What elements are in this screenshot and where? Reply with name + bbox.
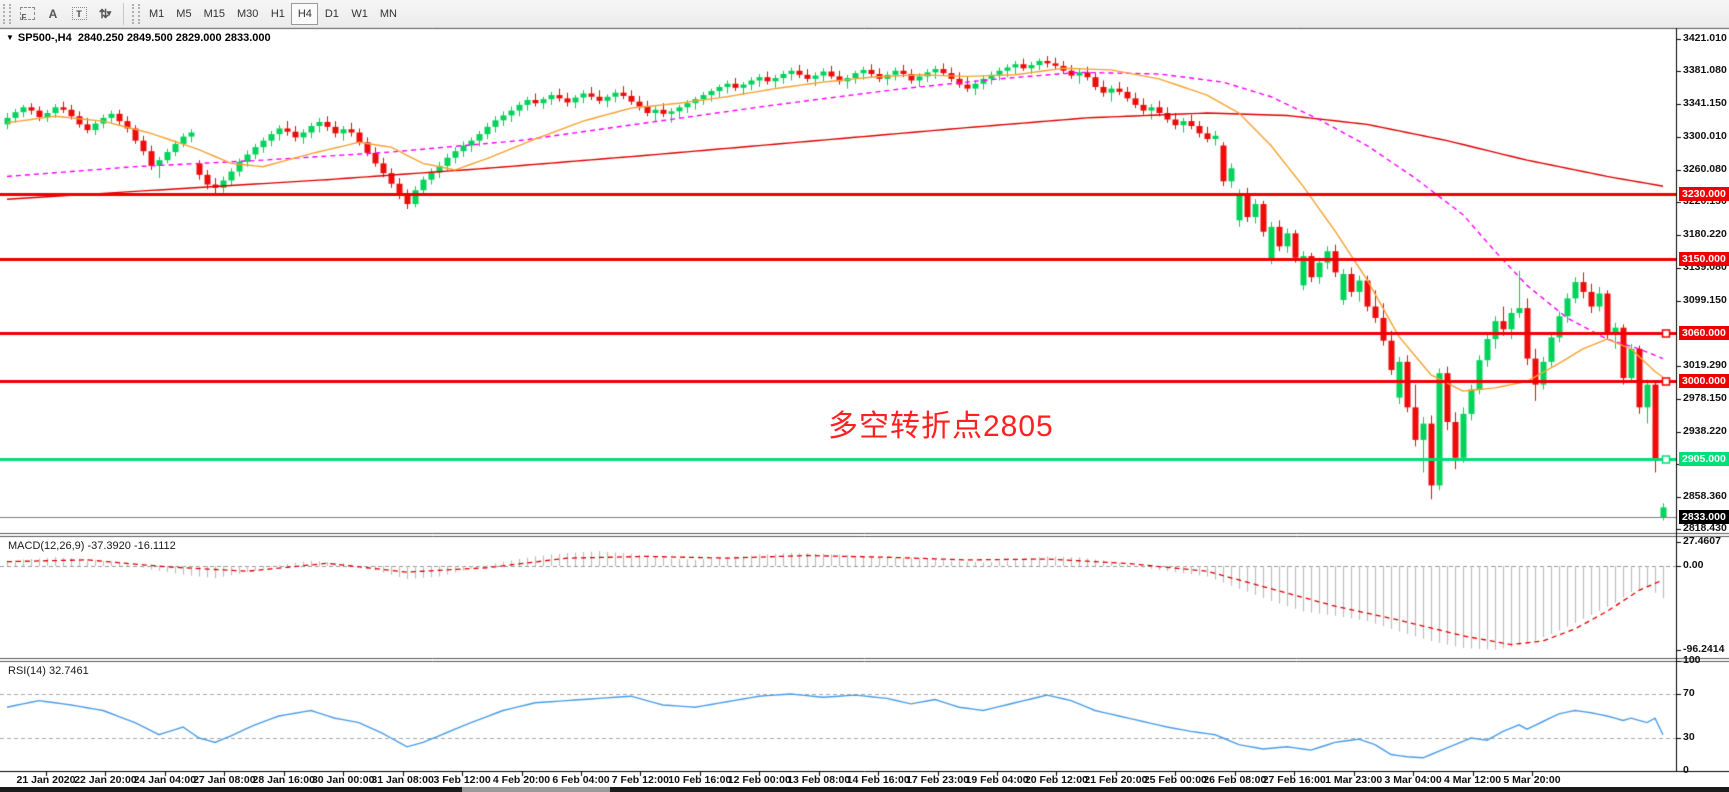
- ohlc-close: 2833.000: [224, 32, 271, 44]
- timeframe-button-M15[interactable]: M15: [203, 7, 225, 20]
- font-icon[interactable]: A: [48, 6, 58, 21]
- time-tick-label: 24 Jan 04:00: [133, 774, 197, 786]
- time-tick-label: 1 Mar 23:00: [1325, 774, 1383, 786]
- time-tick-label: 5 Mar 20:00: [1503, 774, 1561, 786]
- timeframe-button-D1[interactable]: D1: [324, 7, 339, 20]
- price-tick-label: 3099.150: [1683, 294, 1727, 306]
- price-tick-label: 2938.220: [1683, 425, 1727, 437]
- price-tick-label: 2858.360: [1683, 490, 1727, 502]
- time-tick-label: 30 Jan 00:00: [311, 774, 375, 786]
- time-tick-label: 7 Feb 12:00: [611, 774, 669, 786]
- rsi-tick-label: 0: [1683, 764, 1689, 776]
- toolbar-separator: [123, 2, 124, 25]
- price-tick-label: 3341.150: [1683, 97, 1727, 109]
- time-tick-label: 6 Feb 04:00: [552, 774, 610, 786]
- ohlc-high: 2849.500: [126, 32, 173, 44]
- time-tick-label: 3 Mar 04:00: [1384, 774, 1442, 786]
- timeframe-button-H1[interactable]: H1: [270, 7, 285, 20]
- timeframe-button-M30[interactable]: M30: [236, 7, 259, 20]
- time-tick-label: 3 Feb 12:00: [433, 774, 491, 786]
- time-tick-label: 12 Feb 00:00: [727, 774, 791, 786]
- price-tick-label: 3180.220: [1683, 228, 1727, 240]
- time-tick-label: 4 Mar 12:00: [1443, 774, 1502, 786]
- hline-price-label[interactable]: 3000.000: [1679, 374, 1729, 388]
- time-tick-label: 13 Feb 08:00: [787, 774, 851, 786]
- time-tick-label: 27 Feb 16:00: [1262, 774, 1326, 786]
- timeframe-button-M1[interactable]: M1: [149, 7, 165, 20]
- chart-text-annotation[interactable]: 多空转折点2805: [828, 410, 1054, 443]
- ohlc-open: 2840.250: [77, 32, 124, 44]
- toolbar-grip[interactable]: [3, 3, 11, 24]
- arrange-objects-icon[interactable]: ⇅ ▾: [98, 6, 112, 21]
- macd-tick-label: 27.4607: [1683, 535, 1721, 547]
- time-tick-label: 14 Feb 16:00: [846, 774, 910, 786]
- hline-price-label[interactable]: 3230.000: [1679, 187, 1729, 201]
- price-tick-label: 3300.010: [1683, 130, 1727, 142]
- rsi-indicator-label: RSI(14) 32.7461: [8, 665, 89, 677]
- time-tick-label: 4 Feb 20:00: [492, 774, 551, 786]
- window-bottom-edge: [0, 787, 1729, 792]
- macd-indicator-label: MACD(12,26,9) -37.3920 -16.1112: [8, 540, 176, 552]
- time-tick-label: 19 Feb 04:00: [965, 774, 1029, 786]
- price-tick-label: 2978.150: [1683, 392, 1727, 404]
- time-tick-label: 27 Jan 08:00: [193, 774, 256, 786]
- indicator-window-icon[interactable]: F: [15, 3, 39, 25]
- rsi-tick-label: 100: [1683, 654, 1701, 666]
- price-tick-label: 3260.080: [1683, 163, 1727, 175]
- price-tick-label: 3381.080: [1683, 64, 1727, 76]
- time-tick-label: 21 Feb 20:00: [1084, 774, 1148, 786]
- timeframe-button-group: M1 M5 M15 M30 H1 H4 D1 W1 MN: [143, 2, 403, 25]
- symbol-label: SP500-,H4: [17, 32, 72, 44]
- timeframe-button-H4[interactable]: H4: [291, 2, 319, 25]
- hline-price-label[interactable]: 2905.000: [1679, 452, 1729, 466]
- macd-tick-label: 0.00: [1683, 559, 1704, 571]
- current-price-label: 2833.000: [1679, 510, 1729, 524]
- rsi-tick-label: 70: [1683, 687, 1695, 699]
- time-tick-label: 25 Feb 00:00: [1143, 774, 1207, 786]
- dropdown-caret-icon: ▾: [106, 8, 112, 18]
- collapse-triangle-icon[interactable]: ▼: [6, 33, 14, 42]
- macd-tick-label: -96.2414: [1683, 643, 1725, 655]
- timeframe-button-W1[interactable]: W1: [351, 7, 368, 20]
- time-tick-label: 28 Jan 16:00: [252, 774, 315, 786]
- main-toolbar: F A T ⇅ ▾ M1 M5 M15 M30 H1 H4 D1 W1 MN: [0, 0, 1729, 28]
- window-bottom-edge-segment: [462, 787, 610, 792]
- hline-price-label[interactable]: 3150.000: [1679, 252, 1729, 266]
- time-tick-label: 22 Jan 20:00: [74, 774, 137, 786]
- text-label-icon[interactable]: T: [67, 3, 91, 25]
- time-tick-label: 17 Feb 23:00: [906, 774, 970, 786]
- time-tick-label: 26 Feb 08:00: [1203, 774, 1267, 786]
- time-tick-label: 31 Jan 08:00: [371, 774, 434, 786]
- ohlc-low: 2829.000: [175, 32, 222, 44]
- price-tick-label: 2818.430: [1683, 522, 1727, 534]
- price-tick-label: 3421.010: [1683, 32, 1727, 44]
- hline-price-label[interactable]: 3060.000: [1679, 326, 1729, 340]
- price-tick-label: 3019.290: [1683, 359, 1727, 371]
- timeframe-button-M5[interactable]: M5: [176, 7, 192, 20]
- toolbar-grip[interactable]: [132, 3, 140, 24]
- timeframe-button-MN[interactable]: MN: [379, 7, 397, 20]
- time-tick-label: 21 Jan 2020: [16, 774, 76, 786]
- chart-symbol-header: ▼ SP500-,H4 2840.250 2849.500 2829.000 28…: [6, 32, 271, 44]
- rsi-tick-label: 30: [1683, 731, 1695, 743]
- time-tick-label: 10 Feb 16:00: [668, 774, 732, 786]
- time-tick-label: 20 Feb 12:00: [1024, 774, 1088, 786]
